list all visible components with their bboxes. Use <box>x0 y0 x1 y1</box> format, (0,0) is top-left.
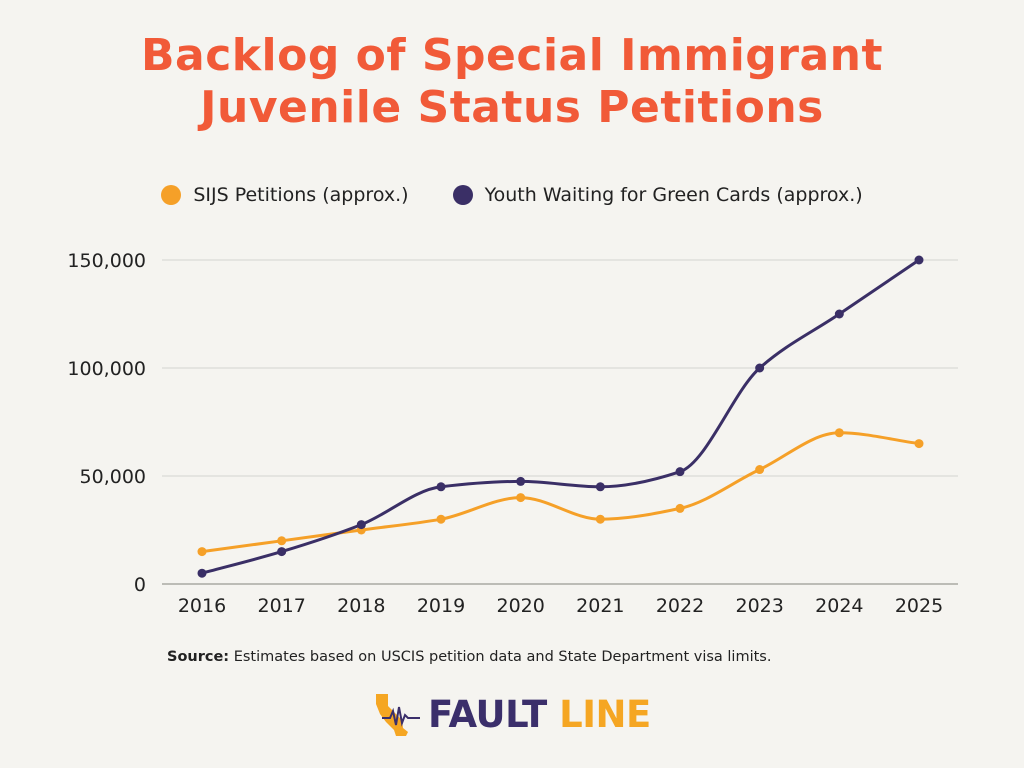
data-point-sijs <box>436 514 446 524</box>
data-point-youth <box>356 520 366 530</box>
x-tick-label: 2018 <box>337 595 385 617</box>
line-chart: 0 50,000 100,000 150,000 2016 2017 2018 2019 202… <box>67 250 958 617</box>
data-point-sijs <box>277 536 287 546</box>
logo-word-line: LINE <box>559 693 651 736</box>
data-point-sijs <box>675 503 685 513</box>
x-tick-label: 2020 <box>496 595 544 617</box>
data-point-sijs <box>755 465 765 475</box>
data-point-youth <box>277 547 287 557</box>
x-tick-label: 2021 <box>576 595 624 617</box>
data-point-youth <box>595 482 605 492</box>
legend: SIJS Petitions (approx.) Youth Waiting f… <box>0 184 1024 206</box>
data-point-sijs <box>834 428 844 438</box>
source-text: Estimates based on USCIS petition data a… <box>233 649 772 665</box>
y-tick-label: 50,000 <box>80 466 146 488</box>
x-tick-label: 2017 <box>257 595 305 617</box>
x-tick-label: 2024 <box>815 595 863 617</box>
data-point-youth <box>755 363 765 373</box>
fault-line-logo: FAULT LINE <box>372 692 651 738</box>
logo-word-fault: FAULT <box>428 693 547 736</box>
title-line-1: Backlog of Special Immigrant <box>140 30 884 81</box>
x-tick-label: 2025 <box>895 595 943 617</box>
series-line-sijs <box>200 431 921 554</box>
chart-title: Backlog of Special Immigrant Juvenile St… <box>0 30 1024 134</box>
data-point-youth <box>436 482 446 492</box>
data-point-sijs <box>914 439 924 449</box>
data-point-sijs <box>595 514 605 524</box>
y-tick-label: 0 <box>134 574 146 596</box>
source-note: Source: Estimates based on USCIS petitio… <box>167 649 771 665</box>
california-seismograph-icon <box>376 694 420 736</box>
x-tick-label: 2016 <box>178 595 226 617</box>
y-tick-label: 150,000 <box>67 250 146 272</box>
legend-label-youth: Youth Waiting for Green Cards (approx.) <box>484 184 863 206</box>
data-point-youth <box>675 467 685 477</box>
data-point-youth <box>834 309 844 319</box>
y-tick-label: 100,000 <box>67 358 146 380</box>
legend-marker-youth <box>452 185 473 205</box>
x-tick-label: 2023 <box>735 595 783 617</box>
legend-marker-sijs <box>161 185 182 205</box>
x-tick-label: 2022 <box>656 595 704 617</box>
data-point-sijs <box>197 547 207 557</box>
x-tick-label: 2019 <box>417 595 465 617</box>
series-line-youth <box>200 258 921 575</box>
legend-label-sijs: SIJS Petitions (approx.) <box>193 184 409 206</box>
data-point-youth <box>516 476 526 486</box>
title-line-2: Juvenile Status Petitions <box>200 82 824 133</box>
source-label: Source: <box>167 649 230 665</box>
legend-item-sijs: SIJS Petitions (approx.) <box>161 184 409 206</box>
legend-item-youth: Youth Waiting for Green Cards (approx.) <box>452 184 863 206</box>
data-point-sijs <box>516 493 526 503</box>
data-point-youth <box>914 255 924 265</box>
data-point-youth <box>197 568 207 578</box>
